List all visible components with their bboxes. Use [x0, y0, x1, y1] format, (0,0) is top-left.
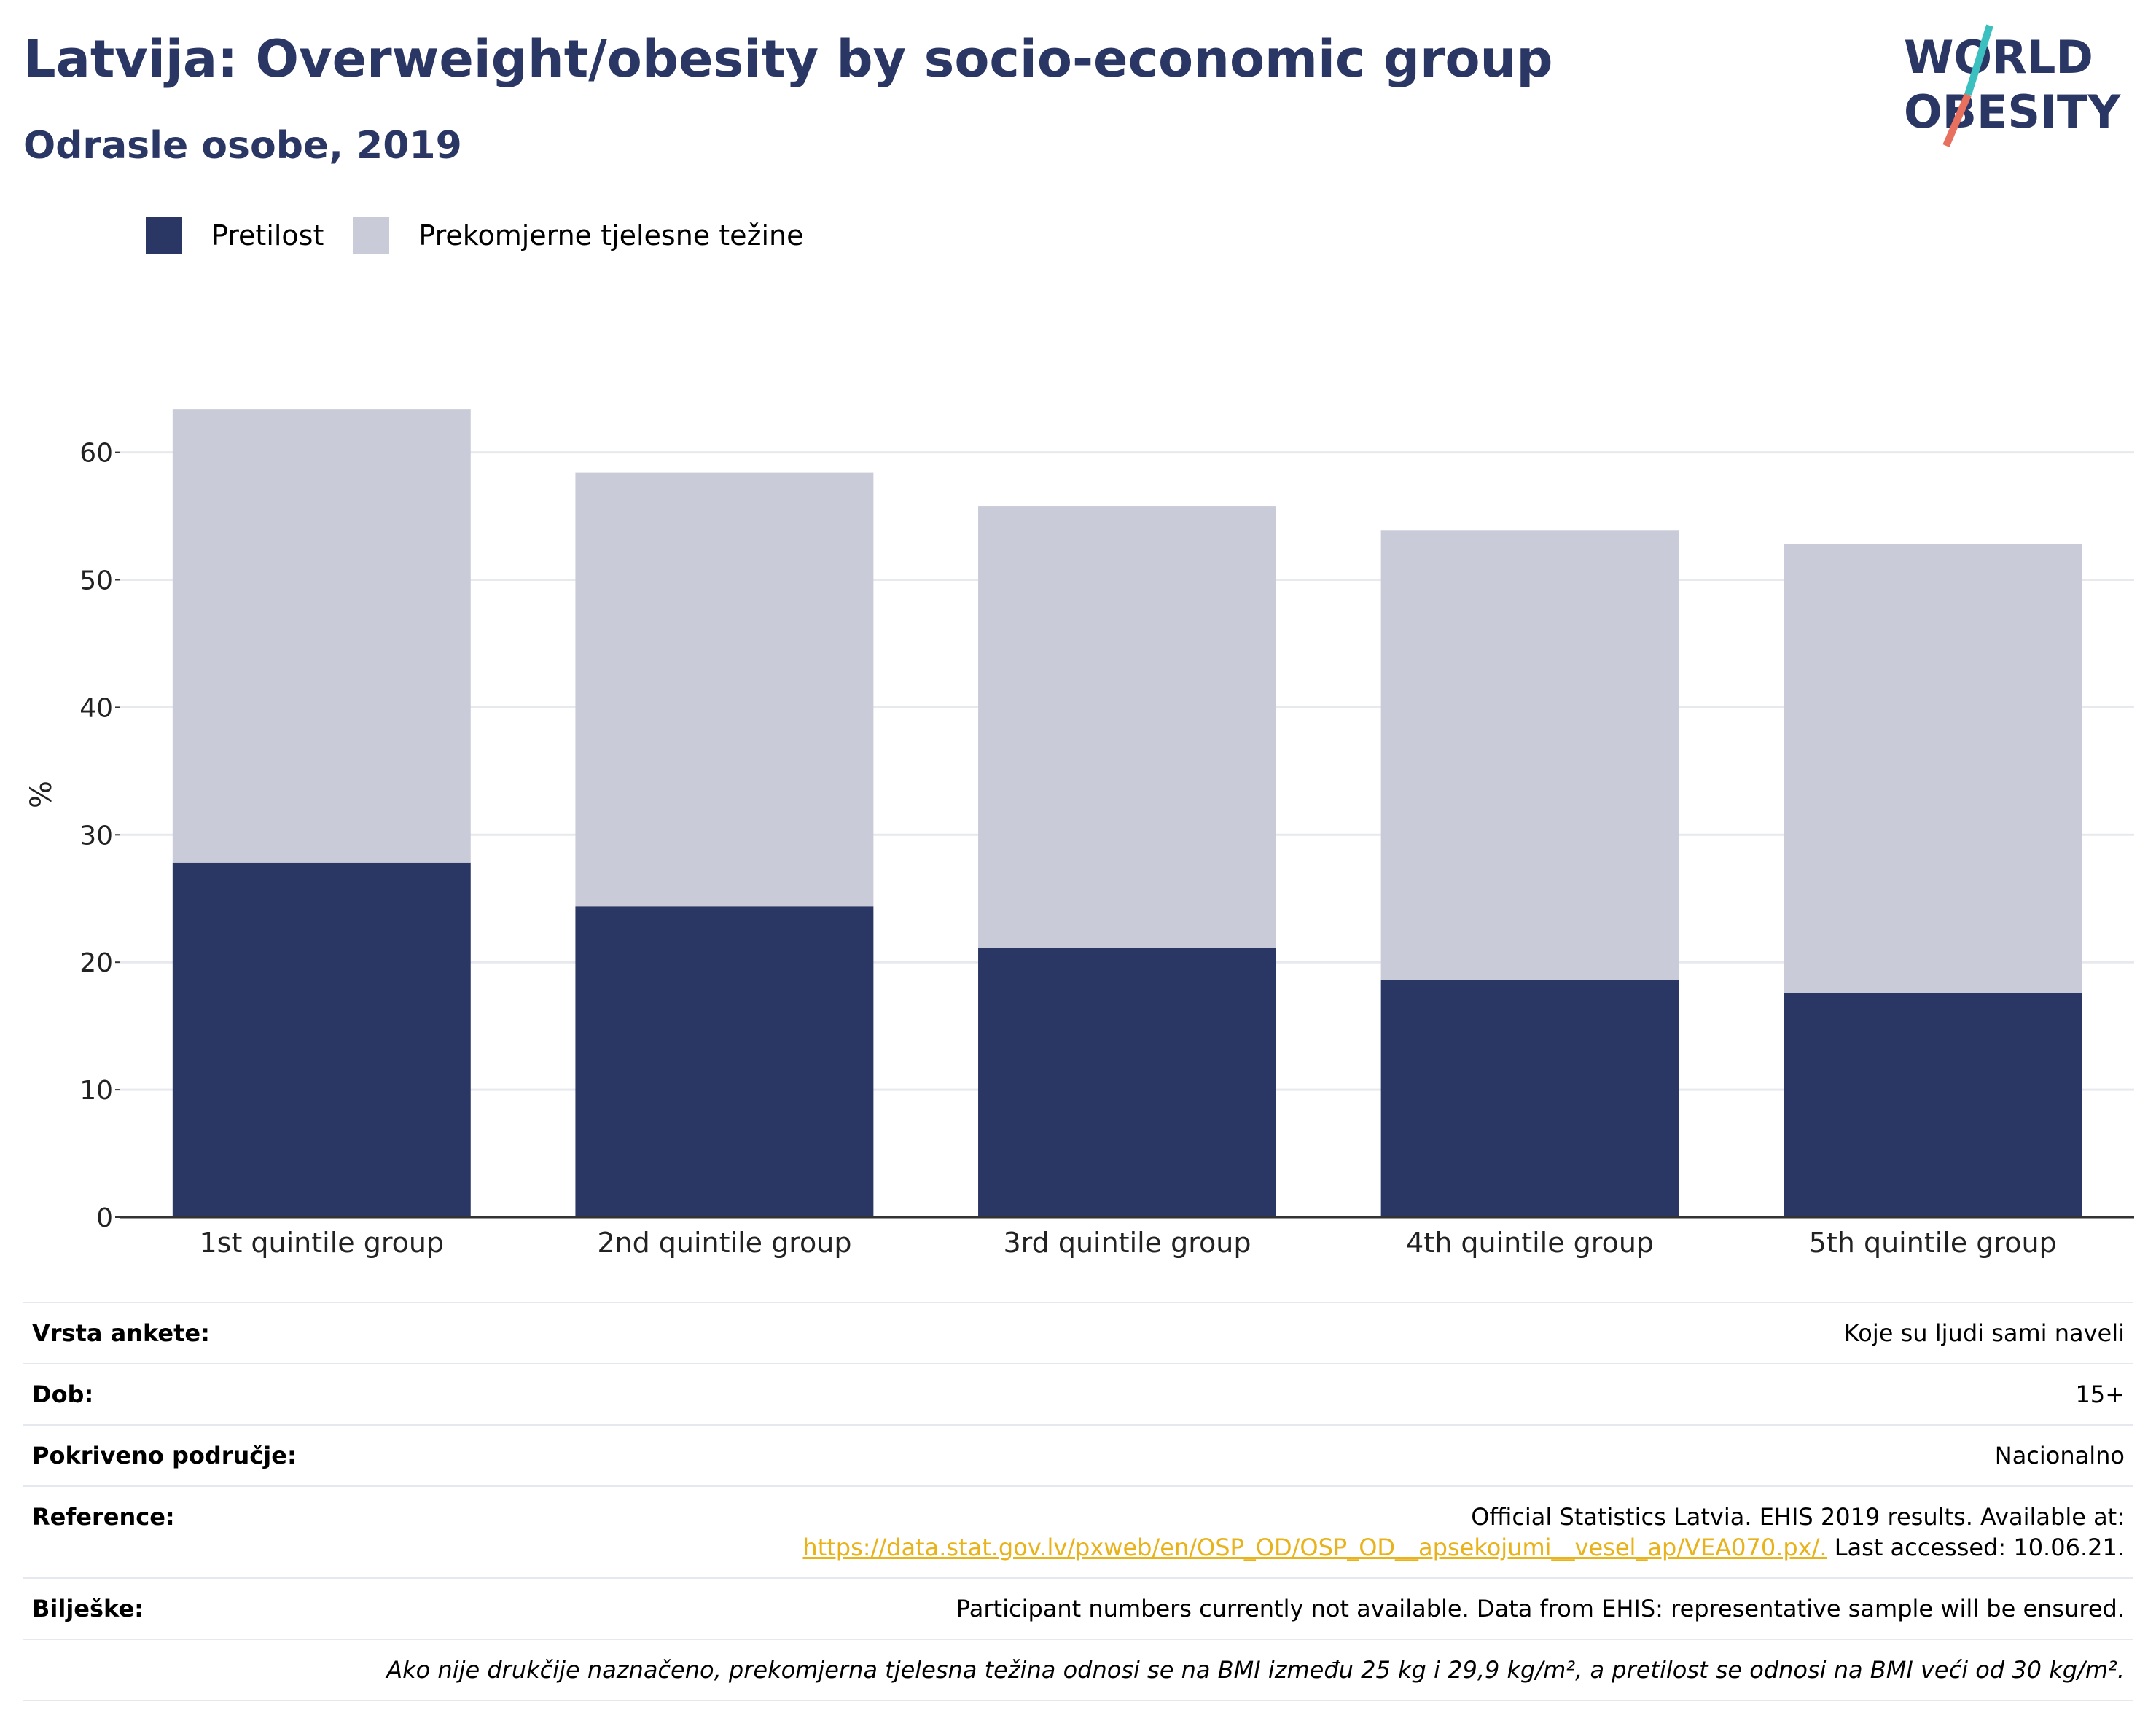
logo-line1: WORLD: [1904, 31, 2093, 84]
reference-line1: Official Statistics Latvia. EHIS 2019 re…: [1471, 1503, 2125, 1531]
stacked-bar-chart: 0 10 20 30 40 50 60% 1st quintile group 2nd quin…: [25, 409, 2134, 1259]
notes-label: Bilješke:: [32, 1595, 144, 1622]
legend-label-overweight: Prekomjerne tjelesne težine: [418, 219, 804, 251]
bar-obesity-1: [172, 862, 471, 1217]
logo-slash-teal: [1964, 24, 1993, 96]
legend-item-overweight: Prekomjerne tjelesne težine: [353, 217, 804, 254]
reference-tail: Last accessed: 10.06.21.: [1827, 1534, 2125, 1561]
legend-label-obesity: Pretilost: [211, 219, 324, 251]
coverage-label: Pokriveno područje:: [32, 1442, 297, 1469]
reference-link[interactable]: https://data.stat.gov.lv/pxweb/en/OSP_OD…: [802, 1534, 1827, 1561]
chart-legend: Pretilost Prekomjerne tjelesne težine: [146, 217, 833, 254]
reference-label: Reference:: [32, 1503, 175, 1531]
bar-overweight-4: [1380, 530, 1679, 980]
info-row-survey: Vrsta ankete: Koje su ljudi sami naveli: [23, 1302, 2133, 1363]
legend-swatch-overweight: [353, 217, 390, 254]
x-tick-label-3: 3rd quintile group: [1003, 1227, 1251, 1259]
survey-label: Vrsta ankete:: [32, 1319, 210, 1347]
info-row-definition: Ako nije drukčije naznačeno, prekomjerna…: [23, 1639, 2133, 1701]
notes-value: Participant numbers currently not availa…: [956, 1595, 2125, 1622]
bar-overweight-5: [1784, 544, 2082, 993]
definition-text: Ako nije drukčije naznačeno, prekomjerna…: [386, 1656, 2125, 1684]
bar-obesity-5: [1784, 993, 2082, 1217]
x-tick-label-5: 5th quintile group: [1809, 1227, 2057, 1259]
logo-slash-red: [1942, 93, 1972, 147]
x-tick-label-1: 1st quintile group: [199, 1227, 444, 1259]
survey-value: Koje su ljudi sami naveli: [1843, 1319, 2125, 1347]
page-title: Latvija: Overweight/obesity by socio-eco…: [23, 29, 1553, 89]
legend-swatch-obesity: [146, 217, 182, 254]
bar-overweight-3: [978, 506, 1276, 948]
bar-overweight-2: [575, 472, 874, 907]
y-tick-label-60: 60: [79, 439, 113, 469]
info-row-age: Dob: 15+: [23, 1363, 2133, 1424]
coverage-value: Nacionalno: [1994, 1442, 2125, 1469]
y-tick-label-50: 50: [79, 566, 113, 596]
info-row-reference: Reference: Official Statistics Latvia. E…: [23, 1485, 2133, 1577]
age-value: 15+: [2075, 1380, 2125, 1408]
info-row-notes: Bilješke: Participant numbers currently …: [23, 1577, 2133, 1639]
age-label: Dob:: [32, 1380, 94, 1408]
y-axis-label: %: [25, 781, 58, 808]
reference-line2: https://data.stat.gov.lv/pxweb/en/OSP_OD…: [802, 1534, 2125, 1561]
x-tick-label-2: 2nd quintile group: [597, 1227, 851, 1259]
legend-item-obesity: Pretilost: [146, 217, 324, 254]
y-tick-label-20: 20: [79, 948, 113, 978]
info-table: Vrsta ankete: Koje su ljudi sami naveli …: [23, 1302, 2133, 1701]
bar-obesity-3: [978, 948, 1276, 1217]
y-tick-label-30: 30: [79, 821, 113, 851]
y-tick-label-10: 10: [79, 1076, 113, 1106]
logo-line2: OBESITY: [1904, 85, 2121, 138]
page-subtitle: Odrasle osobe, 2019: [23, 124, 462, 168]
bar-obesity-4: [1380, 980, 1679, 1217]
bar-obesity-2: [575, 906, 874, 1217]
y-tick-label-40: 40: [79, 693, 113, 723]
y-tick-label-0: 0: [96, 1203, 113, 1233]
x-tick-label-4: 4th quintile group: [1406, 1227, 1654, 1259]
world-obesity-logo: WORLD OBESITY: [1904, 24, 2121, 147]
info-row-coverage: Pokriveno područje: Nacionalno: [23, 1424, 2133, 1485]
bar-overweight-1: [172, 409, 471, 863]
